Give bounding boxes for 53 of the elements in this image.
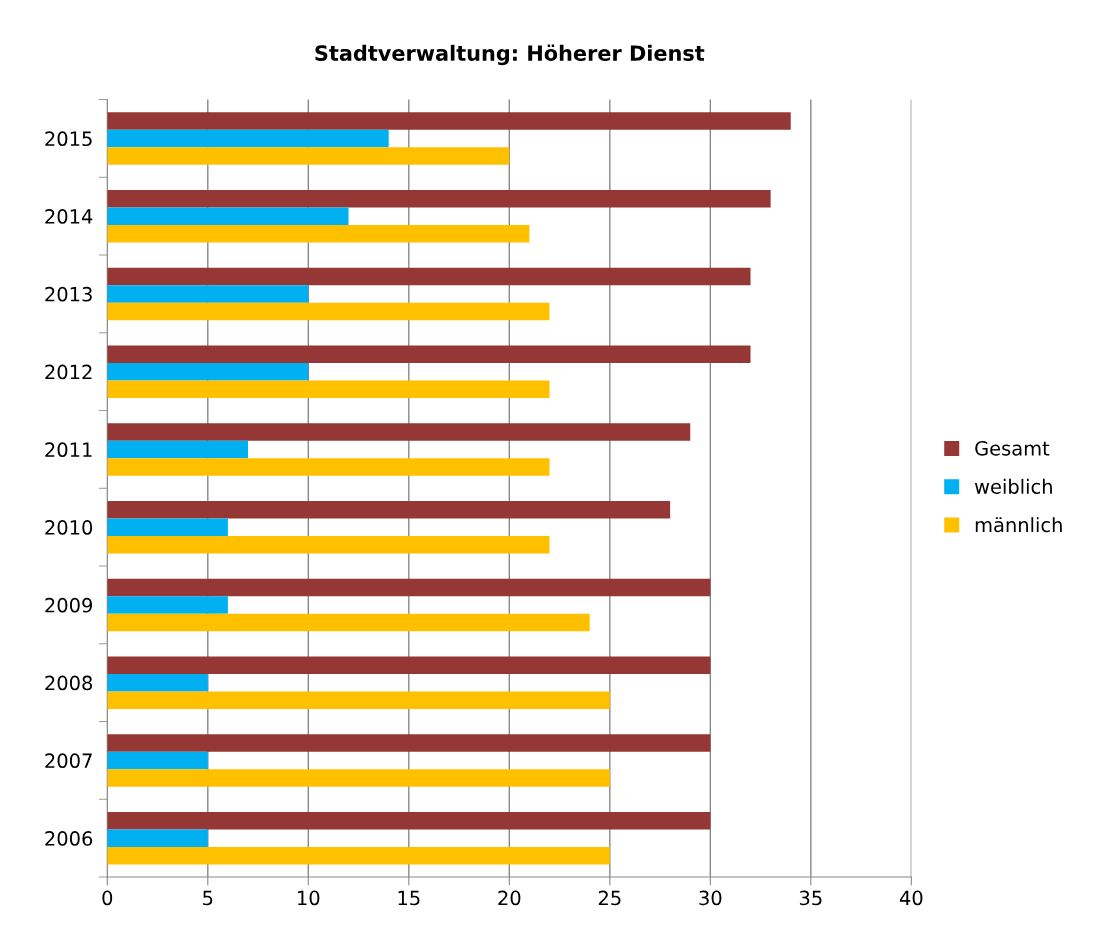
bar xyxy=(107,423,691,441)
bar xyxy=(107,578,711,597)
y-tick-label: 2013 xyxy=(45,286,92,302)
x-tick-label: 5 xyxy=(203,890,213,906)
bar xyxy=(107,656,711,674)
x-tick-label: 25 xyxy=(598,890,621,906)
x-tick-label: 0 xyxy=(102,890,113,906)
bar xyxy=(107,458,550,476)
bar xyxy=(107,613,590,632)
y-tick-label: 2006 xyxy=(45,831,93,846)
x-tick-label: 35 xyxy=(799,890,822,906)
bar xyxy=(107,285,309,303)
bar xyxy=(107,734,711,752)
bar xyxy=(107,691,610,709)
bar xyxy=(107,751,208,770)
y-tick-label: 2009 xyxy=(45,597,93,613)
bar xyxy=(107,596,228,614)
x-tick-label: 40 xyxy=(899,890,923,906)
bar xyxy=(107,224,530,243)
y-tick-label: 2010 xyxy=(45,520,93,535)
x-tick-label: 20 xyxy=(498,890,521,906)
bar xyxy=(107,500,671,519)
bar xyxy=(107,380,550,398)
bar xyxy=(107,267,751,286)
legend-label: männlich xyxy=(975,517,1062,533)
bar xyxy=(107,112,791,130)
bar xyxy=(107,846,610,865)
bar xyxy=(107,535,550,554)
y-tick-label: 2012 xyxy=(45,364,92,380)
bar xyxy=(107,207,349,225)
y-tick-label: 2008 xyxy=(45,675,93,691)
y-tick-label: 2007 xyxy=(45,753,92,769)
x-tick-label: 30 xyxy=(699,890,722,906)
y-tick-label: 2014 xyxy=(45,209,93,224)
legend-label: Gesamt xyxy=(975,440,1050,456)
y-tick-label: 2011 xyxy=(45,442,92,458)
bar xyxy=(107,769,610,787)
bar xyxy=(107,518,228,536)
bar xyxy=(107,673,208,692)
y-tick-label: 2015 xyxy=(45,131,92,147)
x-tick-label: 15 xyxy=(398,890,420,906)
bar xyxy=(107,362,309,381)
bar xyxy=(107,829,208,847)
bar xyxy=(107,302,550,321)
bar xyxy=(107,345,751,363)
chart-title: Stadtverwaltung: Höherer Dienst xyxy=(315,44,705,66)
bar xyxy=(107,129,389,148)
bar xyxy=(107,440,248,459)
legend-label: weiblich xyxy=(974,478,1052,494)
bar xyxy=(107,189,771,208)
bar xyxy=(107,811,711,830)
bar xyxy=(107,147,510,165)
x-tick-label: 10 xyxy=(298,890,320,906)
